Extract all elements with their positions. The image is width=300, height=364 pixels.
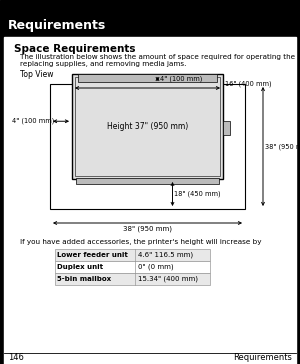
Bar xyxy=(296,37,300,364)
Text: 4" (100 mm): 4" (100 mm) xyxy=(12,118,54,124)
Text: Height 37" (950 mm): Height 37" (950 mm) xyxy=(107,122,188,131)
Bar xyxy=(4,37,296,364)
Text: 16" (400 mm): 16" (400 mm) xyxy=(225,80,272,87)
Bar xyxy=(55,273,210,285)
Bar xyxy=(0,0,300,37)
Bar xyxy=(78,74,217,82)
Text: Requirements: Requirements xyxy=(8,19,106,32)
Text: Requirements: Requirements xyxy=(233,352,292,361)
Text: Top View: Top View xyxy=(20,70,53,79)
Text: 146: 146 xyxy=(8,352,24,361)
Bar xyxy=(223,121,230,135)
Text: Duplex unit: Duplex unit xyxy=(57,264,103,270)
Text: The illustration below shows the amount of space required for operating the prin: The illustration below shows the amount … xyxy=(20,54,300,60)
Text: 15.34" (400 mm): 15.34" (400 mm) xyxy=(138,276,198,282)
Text: Lower feeder unit: Lower feeder unit xyxy=(57,252,128,258)
Bar xyxy=(75,77,220,176)
Text: 4.6" 116.5 mm): 4.6" 116.5 mm) xyxy=(138,252,193,258)
Bar xyxy=(55,249,210,261)
Text: 18" (450 mm): 18" (450 mm) xyxy=(175,191,221,197)
Text: 38" (950 mm): 38" (950 mm) xyxy=(123,226,172,233)
Text: 5-bin mailbox: 5-bin mailbox xyxy=(57,276,111,282)
Bar xyxy=(50,84,245,209)
Bar xyxy=(0,37,4,364)
Text: 4" (100 mm): 4" (100 mm) xyxy=(160,76,203,82)
Text: 0" (0 mm): 0" (0 mm) xyxy=(138,264,174,270)
Bar xyxy=(72,74,223,179)
Text: If you have added accessories, the printer's height will increase by: If you have added accessories, the print… xyxy=(20,239,262,245)
Text: replacing supplies, and removing media jams.: replacing supplies, and removing media j… xyxy=(20,61,186,67)
Bar xyxy=(55,261,210,273)
Bar xyxy=(76,178,219,184)
Text: 38" (950 mm): 38" (950 mm) xyxy=(265,143,300,150)
Text: Space Requirements: Space Requirements xyxy=(14,44,136,54)
